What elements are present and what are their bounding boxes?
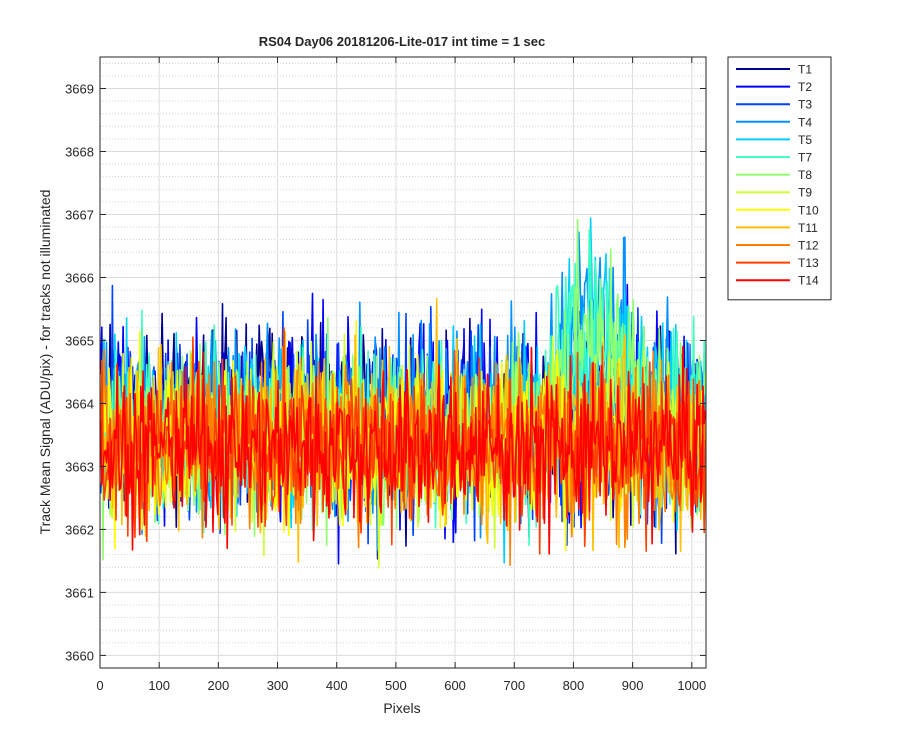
x-tick-label: 900 — [622, 678, 644, 693]
series-group — [99, 217, 707, 569]
legend-label: T2 — [798, 80, 812, 94]
legend-label: T5 — [798, 133, 812, 147]
legend-box — [727, 56, 832, 301]
x-tick-label: 800 — [563, 678, 585, 693]
legend-label: T7 — [798, 151, 812, 165]
y-axis-label: Track Mean Signal (ADU/pix) - for tracks… — [37, 190, 53, 535]
legend-label: T3 — [798, 98, 812, 112]
legend-label: T9 — [798, 186, 812, 200]
y-tick-label: 3666 — [65, 270, 94, 285]
plot-frame — [99, 56, 707, 669]
legend-label: T11 — [798, 221, 818, 235]
y-tick-label: 3668 — [65, 144, 94, 159]
axis-ticks: 3660 3661 3662 3663 3664 3665 3666 3667 3668 3669… — [65, 57, 706, 693]
y-tick-label: 3662 — [65, 522, 94, 537]
x-tick-label: 1000 — [677, 678, 706, 693]
legend-label: T4 — [798, 115, 812, 129]
y-tick-label: 3661 — [65, 585, 94, 600]
legend-label: T14 — [798, 274, 819, 288]
x-tick-label: 300 — [267, 678, 289, 693]
series-line-t14 — [99, 345, 707, 555]
legend-label: T13 — [798, 256, 819, 270]
y-tick-label: 3664 — [65, 396, 94, 411]
legend-label: T1 — [798, 63, 812, 77]
y-tick-label: 3660 — [65, 648, 94, 663]
y-tick-label: 3669 — [65, 81, 94, 96]
x-tick-label: 400 — [326, 678, 348, 693]
x-tick-label: 600 — [444, 678, 466, 693]
legend-label: T8 — [798, 168, 812, 182]
legend: T1 T2 T3 T4 T5 T7 T8 T9 T10 T11 T12 T13 T14 — [727, 56, 832, 301]
x-tick-label: 100 — [148, 678, 170, 693]
x-tick-label: 700 — [503, 678, 525, 693]
x-tick-label: 500 — [385, 678, 407, 693]
x-axis-label: Pixels — [383, 700, 420, 716]
x-tick-label: 200 — [208, 678, 230, 693]
y-tick-label: 3667 — [65, 207, 94, 222]
y-tick-label: 3663 — [65, 459, 94, 474]
chart-title: RS04 Day06 20181206-Lite-017 int time = … — [259, 34, 546, 49]
legend-label: T12 — [798, 239, 819, 253]
y-tick-label: 3665 — [65, 333, 94, 348]
legend-label: T10 — [798, 203, 819, 217]
x-tick-label: 0 — [96, 678, 103, 693]
